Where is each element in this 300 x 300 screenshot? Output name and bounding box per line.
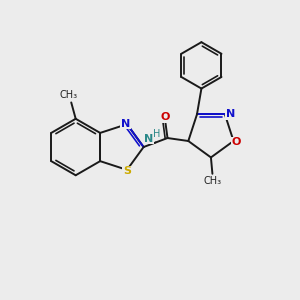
Text: S: S — [123, 167, 131, 176]
Text: CH₃: CH₃ — [203, 176, 221, 186]
Text: CH₃: CH₃ — [59, 90, 77, 100]
Text: O: O — [160, 112, 169, 122]
Text: N: N — [226, 110, 235, 119]
Text: O: O — [232, 137, 241, 148]
Text: N: N — [121, 118, 130, 129]
Text: N: N — [144, 134, 154, 144]
Text: H: H — [153, 129, 161, 139]
